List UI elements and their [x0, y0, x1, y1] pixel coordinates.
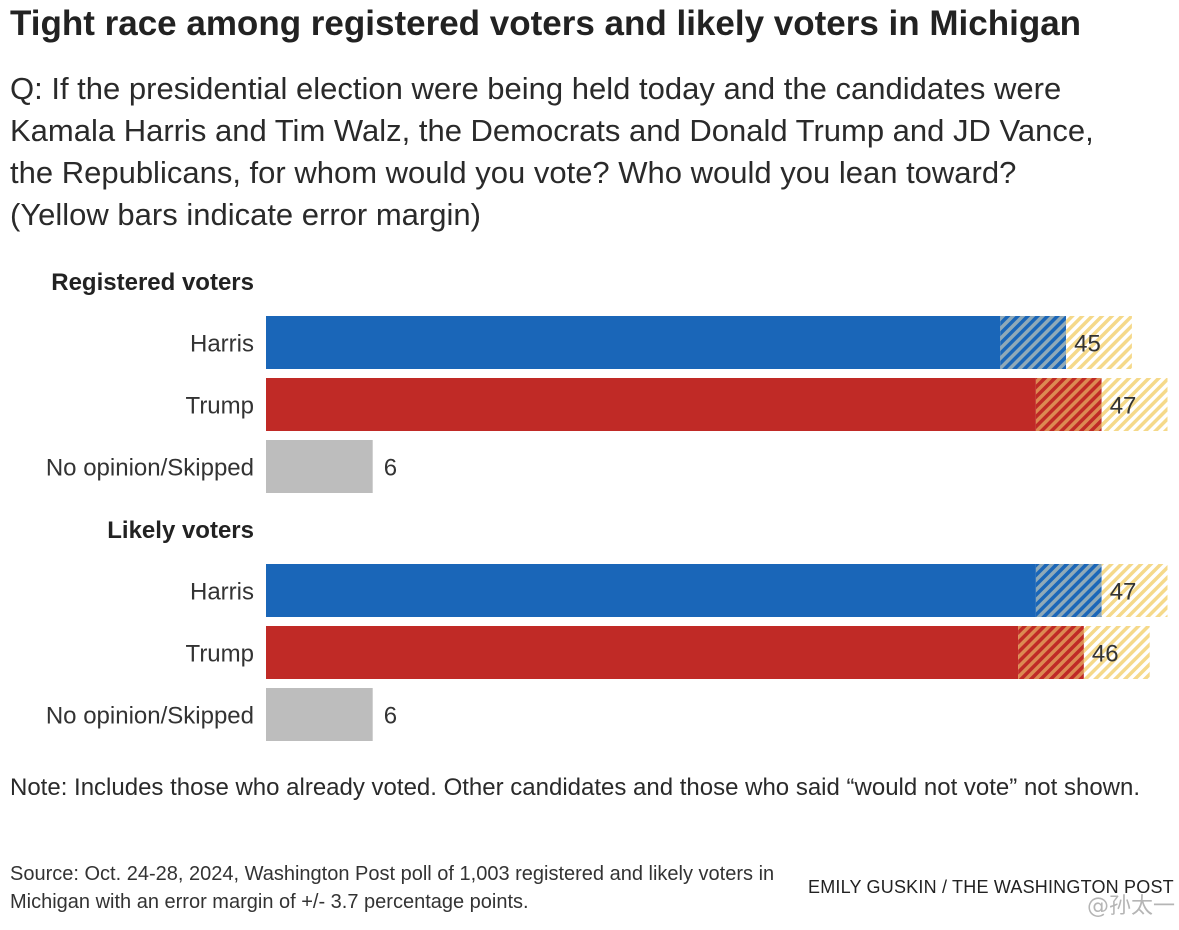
chart-credit: EMILY GUSKIN / THE WASHINGTON POST [808, 877, 1174, 897]
chart-note: Note: Includes those who already voted. … [10, 774, 1141, 801]
category-label-trump: Trump [186, 641, 254, 668]
subtitle-line: (Yellow bars indicate error margin) [10, 197, 481, 232]
error-margin-outer-harris [1066, 316, 1132, 369]
bar-harris [266, 316, 1001, 369]
error-margin-inner-trump [1018, 626, 1084, 679]
value-label: 6 [384, 455, 397, 482]
category-label-trump: Trump [186, 393, 254, 420]
category-label-harris: Harris [190, 579, 254, 606]
error-margin-inner-harris [1035, 564, 1102, 617]
subtitle-line: Q: If the presidential election were bei… [10, 71, 1062, 106]
value-label: 47 [1110, 393, 1137, 420]
category-label-no-opinion-skipped: No opinion/Skipped [46, 703, 254, 730]
value-label: 45 [1074, 331, 1101, 358]
error-margin-inner-harris [1000, 316, 1067, 369]
error-margin-outer-trump [1101, 378, 1168, 431]
chart-subtitle: Q: If the presidential election were bei… [10, 68, 1170, 236]
bar-trump [266, 626, 1019, 679]
value-label: 6 [384, 703, 397, 730]
value-label: 46 [1092, 641, 1119, 668]
chart-source: Source: Oct. 24-28, 2024, Washington Pos… [10, 863, 775, 913]
bar-no-opinion-skipped [266, 440, 373, 493]
error-margin-outer-trump [1083, 626, 1150, 679]
category-label-no-opinion-skipped: No opinion/Skipped [46, 455, 254, 482]
error-margin-inner-trump [1035, 378, 1102, 431]
bar-no-opinion-skipped [266, 688, 373, 741]
value-label: 47 [1110, 579, 1137, 606]
group-header-likely-voters: Likely voters [107, 517, 254, 544]
bar-trump [266, 378, 1036, 431]
bar-harris [266, 564, 1036, 617]
subtitle-line: the Republicans, for whom would you vote… [10, 155, 1017, 190]
watermark: @孙太一 [1086, 894, 1175, 919]
category-label-harris: Harris [190, 331, 254, 358]
group-header-registered-voters: Registered voters [51, 269, 254, 296]
error-margin-outer-harris [1101, 564, 1168, 617]
chart-title: Tight race among registered voters and l… [10, 4, 1082, 43]
subtitle-line: Kamala Harris and Tim Walz, the Democrat… [10, 113, 1094, 148]
